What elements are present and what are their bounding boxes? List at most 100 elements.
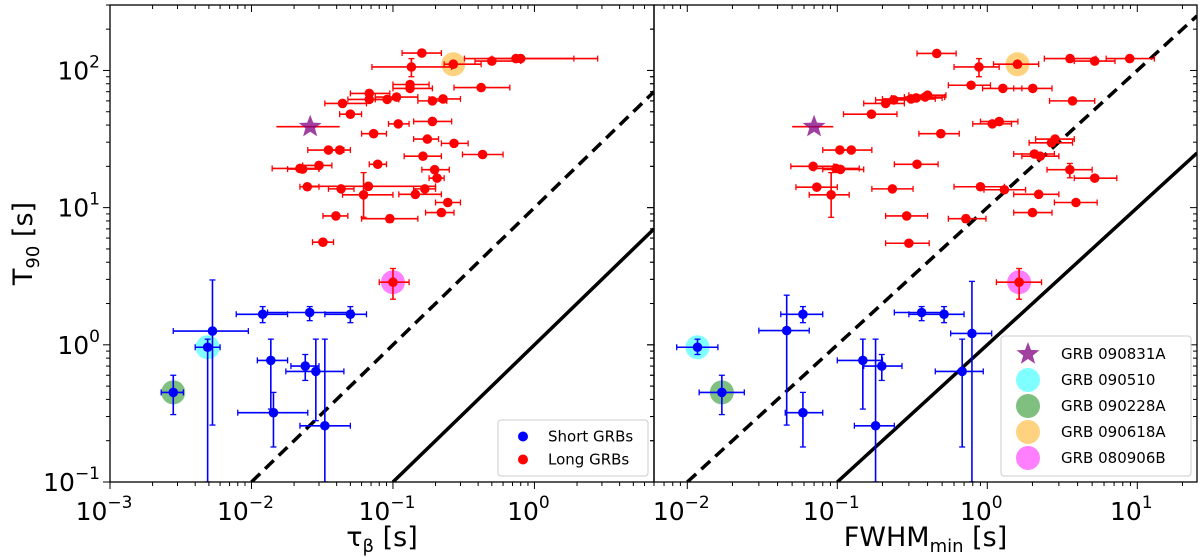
data-point <box>299 338 352 482</box>
series-long-grbs <box>790 48 1156 300</box>
point-marker <box>1014 277 1024 288</box>
data-point <box>983 184 1027 195</box>
point-marker <box>388 277 398 288</box>
data-point <box>808 171 850 218</box>
label-sub: 90 <box>23 246 44 269</box>
series-short-grbs <box>160 279 368 482</box>
point-marker <box>372 159 383 170</box>
point-marker <box>717 387 727 398</box>
axes-frame <box>653 4 1198 483</box>
tick-base: 10 <box>43 468 75 497</box>
point-marker <box>368 128 379 139</box>
point-marker <box>420 184 430 194</box>
data-point <box>453 82 511 93</box>
solid-line <box>391 227 654 482</box>
legend-entry: GRB 090618A <box>1016 420 1166 444</box>
point-marker <box>835 164 846 175</box>
data-point <box>676 338 719 356</box>
data-point <box>378 267 410 300</box>
point-marker <box>442 197 453 208</box>
data-point <box>947 80 992 91</box>
data-point <box>1013 207 1053 218</box>
tick-exponent: −2 <box>685 493 710 513</box>
point-marker <box>866 109 877 119</box>
legend: Short GRBs Long GRBs <box>497 419 649 477</box>
point-marker <box>358 190 369 200</box>
data-point <box>421 164 450 175</box>
point-marker <box>405 83 415 94</box>
data-point <box>863 98 906 109</box>
point-marker <box>436 207 447 218</box>
data-point <box>1053 197 1098 208</box>
point-marker <box>939 309 949 320</box>
point-marker <box>901 211 912 221</box>
point-marker <box>1027 207 1038 218</box>
data-point <box>758 294 810 426</box>
data-point <box>884 238 930 249</box>
point-marker <box>994 116 1004 127</box>
point-marker <box>320 420 330 431</box>
data-point <box>327 145 352 155</box>
point-marker <box>975 181 986 192</box>
data-point <box>1013 189 1060 200</box>
data-point <box>992 59 1040 70</box>
data-point <box>324 98 368 109</box>
data-point <box>1013 83 1053 94</box>
legend-circle-marker <box>1016 368 1040 392</box>
dashed-line <box>686 14 1197 482</box>
tick-base: 10 <box>507 497 539 526</box>
point-marker <box>422 134 433 144</box>
tick-base: 10 <box>960 497 992 526</box>
point-marker <box>1067 96 1078 106</box>
data-point <box>908 305 965 324</box>
point-marker <box>337 98 348 109</box>
data-point <box>871 184 914 194</box>
point-marker <box>1027 83 1038 94</box>
label-main: FWHM <box>844 522 930 553</box>
data-point <box>311 237 335 247</box>
point-marker <box>410 189 421 200</box>
data-point <box>360 128 388 139</box>
data-point <box>950 280 993 482</box>
legend-entry: GRB 090228A <box>1016 394 1166 418</box>
tick-exponent: 0 <box>89 327 100 347</box>
point-marker <box>391 92 402 102</box>
point-marker <box>314 160 324 171</box>
point-marker <box>385 213 395 224</box>
point-marker <box>300 361 311 371</box>
data-point <box>194 338 221 482</box>
x-axis-label: FWHMmin [s] <box>844 522 1008 557</box>
x-tick-label: 10−2 <box>217 493 274 526</box>
point-marker <box>432 173 442 183</box>
point-marker <box>1046 137 1057 148</box>
data-point <box>440 138 469 149</box>
y-axis-label: T90 [s] <box>8 202 44 286</box>
series-long-grbs <box>271 48 599 300</box>
legend-entry: Short GRBs <box>518 428 633 446</box>
tick-exponent: −1 <box>390 493 415 513</box>
data-point <box>836 145 873 155</box>
x-tick-label: 10−1 <box>803 493 860 526</box>
data-point <box>784 391 824 448</box>
data-point <box>947 213 987 224</box>
point-marker <box>515 53 526 64</box>
data-point <box>339 109 363 119</box>
data-point <box>341 171 394 218</box>
tick-base: 10 <box>57 56 89 85</box>
data-point <box>1073 173 1118 183</box>
point-marker <box>417 48 427 58</box>
plot-area <box>160 48 654 482</box>
point-marker <box>967 328 977 339</box>
tick-exponent: −1 <box>835 493 860 513</box>
legend-label: GRB 090228A <box>1061 397 1166 415</box>
legend-label: GRB 090510 <box>1061 371 1155 389</box>
y-tick-label: 102 <box>57 52 100 85</box>
data-point <box>392 83 434 94</box>
point-marker <box>998 83 1008 94</box>
label-unit: [s] <box>964 522 1008 553</box>
data-point <box>979 116 1019 127</box>
legend-box <box>1000 335 1192 477</box>
point-marker <box>887 184 898 194</box>
point-marker <box>1035 151 1045 162</box>
point-marker <box>876 361 887 371</box>
